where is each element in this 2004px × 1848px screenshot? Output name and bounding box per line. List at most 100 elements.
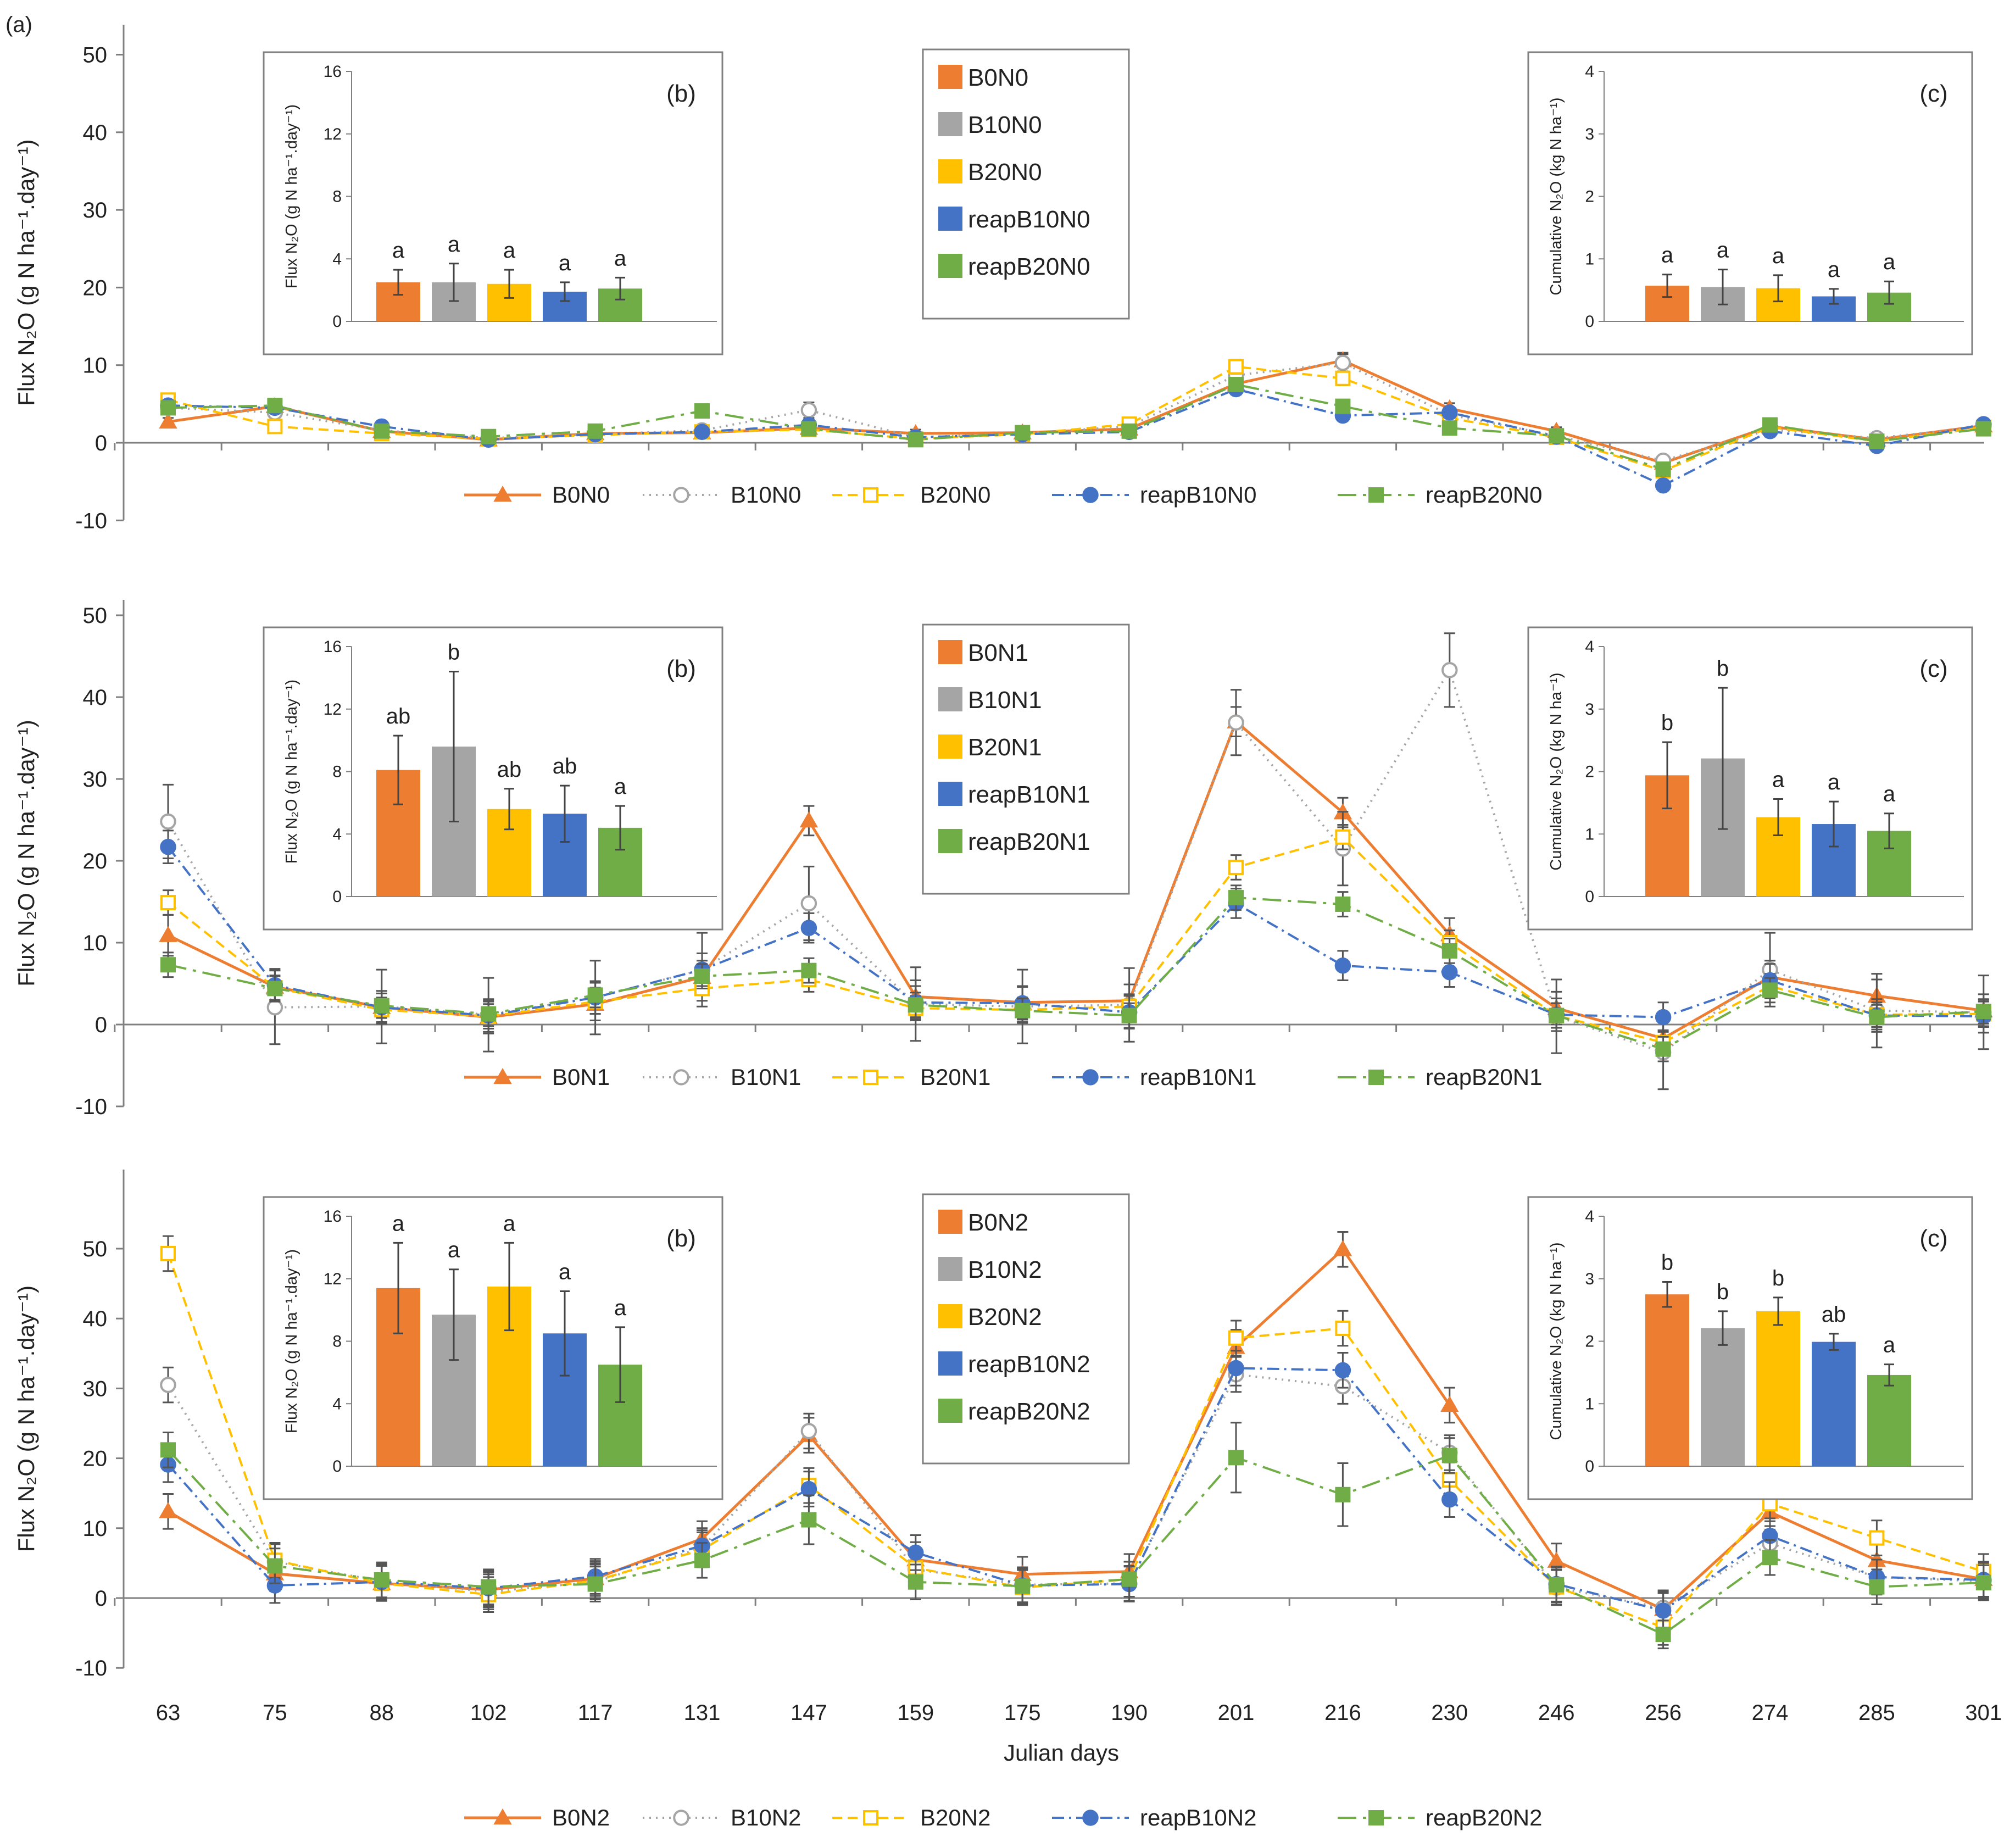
inset-c-tick-label: 0: [1585, 1457, 1594, 1476]
inset-legend-label: B20N2: [968, 1304, 1042, 1331]
data-point: [267, 419, 283, 435]
inset-c-tick-label: 3: [1585, 700, 1594, 719]
legend-swatch-marker: [1082, 1810, 1099, 1826]
y-tick-label: 20: [83, 276, 108, 300]
x-tick-label: 159: [897, 1701, 934, 1725]
inset-b-sig-letter: ab: [497, 758, 522, 782]
inset-legend-swatch: [938, 159, 962, 183]
series-line: [167, 846, 1984, 1018]
inset-b-sig-letter: a: [614, 1296, 627, 1320]
data-point: [908, 997, 923, 1013]
inset-b-tick-label: 8: [332, 763, 342, 781]
legend-label: reapB20N1: [1426, 1064, 1542, 1090]
inset-c-bar: [1756, 1311, 1800, 1466]
inset-legend: B0N2 B10N2 B20N2 reapB10N2 reapB20N2: [922, 1193, 1130, 1465]
data-point: [587, 423, 603, 439]
inset-c-y-title: Cumulative N₂O (kg N ha⁻¹): [1547, 97, 1565, 295]
inset-b-label: (b): [666, 655, 696, 682]
data-point: [801, 1512, 817, 1528]
inset-b: 0 4 8 12 16 Flux N₂O (g N ha⁻¹.day⁻¹) (b) ab b ab…: [263, 626, 723, 931]
inset-c-tick-label: 0: [1585, 313, 1594, 331]
y-tick-label: 40: [83, 121, 108, 145]
inset-b-sig-letter: a: [392, 238, 405, 263]
y-tick-label: 30: [83, 1377, 108, 1401]
data-point: [1762, 982, 1778, 998]
data-point: [800, 1423, 817, 1439]
data-point: [1762, 417, 1778, 433]
y-tick-label: 0: [95, 1013, 107, 1037]
data-point: [587, 1576, 603, 1592]
y-tick-label: 40: [83, 1307, 108, 1331]
data-point: [1335, 896, 1351, 912]
data-point: [908, 1574, 923, 1590]
inset-legend-swatch: [938, 207, 962, 231]
y-tick-label: 50: [83, 43, 108, 68]
data-point: [1015, 1578, 1031, 1594]
inset-legend-swatch: [938, 1257, 962, 1281]
legend-label: B20N0: [920, 482, 990, 508]
data-point: [374, 1572, 389, 1588]
data-point: [694, 1552, 710, 1568]
series-line: [168, 365, 1984, 472]
series-reapB20N2: [160, 1422, 1991, 1650]
y-axis-title: Flux N₂O (g N ha⁻¹.day⁻¹): [13, 1285, 39, 1552]
inset-c-bar: [1645, 1294, 1689, 1466]
data-point: [1441, 964, 1458, 981]
legend-swatch-marker: [863, 1810, 878, 1825]
inset-legend-swatch: [938, 1351, 962, 1376]
data-point: [159, 1502, 177, 1518]
data-point: [1228, 859, 1244, 875]
x-tick-label: 63: [156, 1701, 181, 1725]
inset-legend-label: B0N0: [968, 64, 1028, 91]
data-point: [800, 920, 817, 936]
data-point: [1655, 1041, 1671, 1057]
inset-legend-label: B20N1: [968, 734, 1042, 761]
inset-c-sig-letter: a: [1883, 250, 1896, 274]
inset-c-sig-letter: b: [1772, 1266, 1784, 1290]
inset-b-sig-letter: a: [503, 238, 516, 263]
data-point: [1441, 420, 1457, 436]
inset-legend-label: B10N0: [968, 112, 1042, 138]
y-axis-title: Flux N₂O (g N ha⁻¹.day⁻¹): [13, 139, 39, 405]
y-tick-label: 20: [83, 849, 108, 873]
inset-b-sig-letter: ab: [386, 704, 411, 728]
series-line: [167, 1253, 1984, 1629]
data-point: [1655, 1602, 1672, 1619]
legend-label: reapB20N0: [1426, 482, 1542, 508]
series-legend: B0N2 B10N2 B20N2 reapB10N2 reapB20N2: [464, 1805, 1542, 1830]
legend-swatch-marker: [1082, 1069, 1099, 1086]
data-point: [1975, 1004, 1991, 1020]
inset-legend-label: reapB10N0: [968, 206, 1090, 233]
inset-c-sig-letter: b: [1661, 1250, 1673, 1274]
inset-legend-label: B20N0: [968, 159, 1042, 186]
inset-c-tick-label: 3: [1585, 1270, 1594, 1288]
series-line: [167, 836, 1984, 1044]
data-point: [160, 957, 176, 973]
data-point: [160, 894, 176, 910]
data-point: [160, 813, 176, 830]
legend-swatch-marker: [673, 1069, 689, 1086]
data-point: [1334, 1362, 1351, 1379]
series-reapB20N0: [160, 377, 1991, 477]
data-point: [1228, 359, 1244, 375]
inset-c-bar: [1701, 1328, 1745, 1466]
inset-c-tick-label: 0: [1585, 888, 1594, 906]
inset-legend-swatch: [938, 782, 962, 806]
inset-legend-label: B10N1: [968, 687, 1042, 714]
x-tick-label: 75: [263, 1701, 287, 1725]
data-point: [1334, 957, 1351, 974]
series-line: [167, 1367, 1984, 1612]
x-tick-label: 301: [1965, 1701, 2002, 1725]
legend-label: B20N2: [920, 1805, 990, 1830]
inset-legend-swatch: [938, 112, 962, 136]
y-tick-label: 30: [83, 198, 108, 222]
inset-c-y-title: Cumulative N₂O (kg N ha⁻¹): [1547, 672, 1565, 870]
inset-b-tick-label: 12: [324, 700, 342, 719]
series-reapB20N1: [160, 884, 1991, 1062]
inset-b-tick-label: 8: [332, 188, 342, 206]
inset-legend-label: B0N1: [968, 639, 1028, 666]
data-point: [481, 1006, 497, 1022]
data-point: [374, 998, 389, 1014]
data-point: [1333, 1240, 1352, 1256]
inset-legend-swatch: [938, 734, 962, 759]
